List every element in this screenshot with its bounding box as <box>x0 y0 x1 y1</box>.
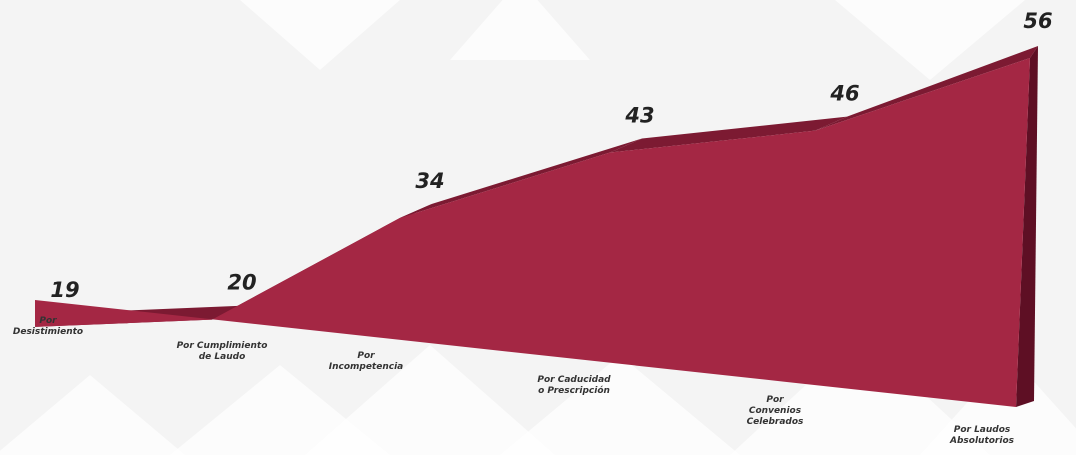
background-chevron <box>730 335 990 455</box>
area-top-face <box>610 116 847 153</box>
value-label: 43 <box>624 103 654 127</box>
value-label: 19 <box>50 278 79 302</box>
category-label: Por Convenios Celebrados <box>747 395 804 427</box>
background-chevron <box>240 0 400 70</box>
category-label: Por Incompetencia <box>329 351 404 372</box>
category-label: Por Caducidad o Prescripción <box>537 375 611 396</box>
category-label: Por Laudos Absolutorios <box>949 425 1015 446</box>
background-chevron <box>305 345 555 455</box>
value-labels: 19 20 34 43 46 56 <box>50 9 1052 302</box>
value-label: 34 <box>415 169 444 193</box>
area-top-face <box>815 46 1038 131</box>
area-front-face <box>35 58 1030 407</box>
background-chevron <box>0 375 185 455</box>
category-labels: Por Desistimiento Por Cumplimiento de Laudo… <box>13 316 1015 446</box>
background-chevron <box>835 0 1025 80</box>
value-label: 46 <box>829 82 859 106</box>
area-side-face <box>1016 46 1038 407</box>
value-label: 20 <box>227 271 256 295</box>
category-label: Por Cumplimiento de Laudo <box>177 341 268 362</box>
background-chevron <box>450 0 590 60</box>
category-label: Por Desistimiento <box>13 316 83 337</box>
value-label: 56 <box>1023 9 1052 33</box>
area-body <box>35 46 1038 407</box>
background-chevron <box>500 355 740 455</box>
area-top-face <box>400 138 642 218</box>
